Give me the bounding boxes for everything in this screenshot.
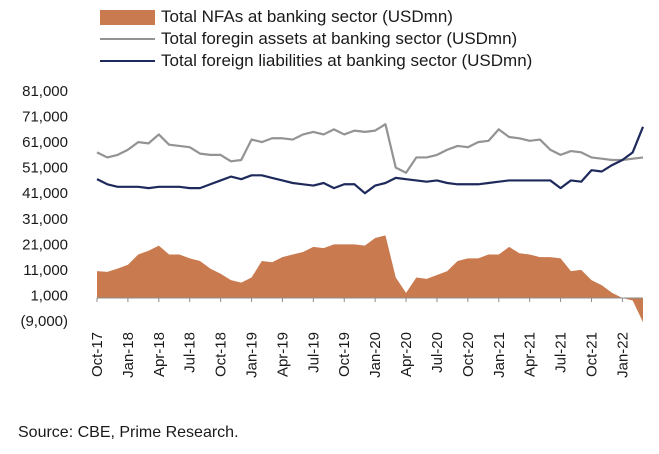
y-tick-label: (9,000) (20, 313, 68, 330)
series-line-foreign-liabilities (96, 126, 645, 195)
y-tick-label: 61,000 (22, 134, 68, 151)
y-tick-label: 71,000 (22, 109, 68, 126)
legend-swatch-liabilities (100, 60, 155, 62)
x-tick-label: Oct-18 (213, 332, 230, 377)
series-line-foreign-assets (96, 123, 644, 174)
legend-label-liabilities: Total foreign liabilities at banking sec… (161, 51, 533, 70)
legend-label-assets: Total foregin assets at banking sector (… (161, 29, 518, 48)
y-tick-label: 11,000 (23, 262, 68, 279)
legend-swatch-assets (100, 38, 155, 40)
series-area-nfa (97, 235, 643, 323)
x-tick-label: Oct-19 (336, 332, 353, 377)
legend-item-liabilities: Total foreign liabilities at banking sec… (100, 50, 532, 72)
x-tick-label: Oct-17 (89, 332, 106, 377)
y-tick-label: 1,000 (30, 287, 68, 304)
x-tick-label: Jul-18 (182, 332, 199, 373)
x-tick-label: Jan-22 (614, 332, 631, 378)
x-tick-label: Jan-18 (120, 332, 137, 378)
x-tick-label: Apr-21 (522, 332, 539, 377)
source-note: Source: CBE, Prime Research. (18, 424, 239, 441)
x-tick-label: Jul-20 (429, 332, 446, 373)
x-tick-label: Oct-21 (583, 332, 600, 377)
y-tick-label: 21,000 (22, 236, 68, 253)
legend-item-nfa: Total NFAs at banking sector (USDmn) (100, 6, 532, 28)
legend-swatch-nfa (100, 9, 155, 25)
x-tick-label: Jan-19 (244, 332, 261, 378)
x-tick-label: Jan-20 (367, 332, 384, 378)
x-tick-label: Jan-21 (491, 332, 508, 378)
x-tick-label: Oct-20 (460, 332, 477, 377)
legend: Total NFAs at banking sector (USDmn) Tot… (100, 6, 532, 72)
legend-label-nfa: Total NFAs at banking sector (USDmn) (161, 7, 453, 26)
y-tick-label: 31,000 (22, 211, 68, 228)
x-tick-label: Jul-21 (553, 332, 570, 373)
y-tick-label: 41,000 (22, 185, 68, 202)
chart-plot: (9,000) 1,000 11,000 21,000 31,000 41,000 51,0… (20, 83, 645, 378)
x-tick-label: Apr-19 (274, 332, 291, 377)
x-tick-label: Apr-20 (398, 332, 415, 377)
x-tick-label: Apr-18 (151, 332, 168, 377)
x-tick-label: Jul-19 (305, 332, 322, 373)
legend-item-assets: Total foregin assets at banking sector (… (100, 28, 532, 50)
y-tick-label: 81,000 (22, 83, 68, 100)
y-tick-label: 51,000 (22, 160, 68, 177)
